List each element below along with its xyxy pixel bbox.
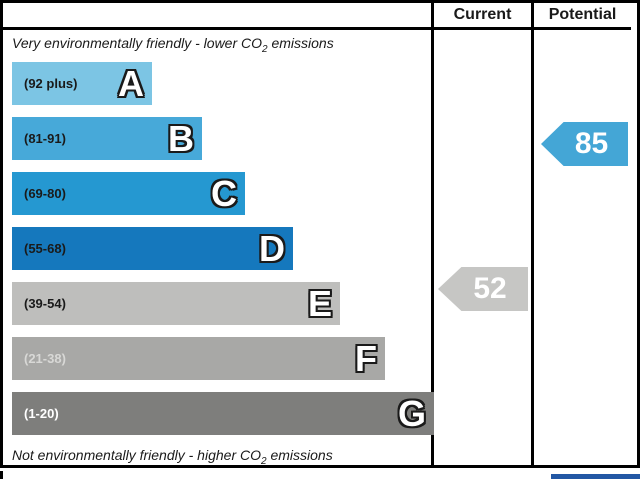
potential-rating-arrow: 85 xyxy=(541,122,628,166)
band-letter: D xyxy=(259,227,285,269)
band-row: (39-54) E xyxy=(12,281,431,325)
top-note-text: Very environmentally friendly - lower CO xyxy=(12,35,263,51)
header-spacer-cell xyxy=(3,3,434,30)
band-row: (69-80) C xyxy=(12,171,431,215)
top-note: Very environmentally friendly - lower CO… xyxy=(3,35,431,55)
top-note-suffix: emissions xyxy=(267,35,334,51)
band-bar: (1-20) G xyxy=(12,391,434,435)
bottom-note-text: Not environmentally friendly - higher CO xyxy=(12,446,261,463)
band-bar: (69-80) C xyxy=(12,171,245,215)
eu-flag-box-partial xyxy=(551,474,640,479)
band-bar: (81-91) B xyxy=(12,116,202,160)
band-range-label: (81-91) xyxy=(24,130,66,146)
bottom-note: Not environmentally friendly - higher CO… xyxy=(3,447,431,467)
bottom-note-subscript: 2 xyxy=(261,455,267,467)
current-cell: 52 xyxy=(434,30,534,467)
band-row: (81-91) B xyxy=(12,116,431,160)
band-row: (21-38) F xyxy=(12,336,431,380)
band-letter: A xyxy=(118,62,144,104)
band-letter: C xyxy=(211,172,237,214)
top-note-subscript: 2 xyxy=(262,43,268,55)
potential-cell: 85 xyxy=(534,30,631,467)
band-range-label: (92 plus) xyxy=(24,75,78,91)
band-letter: G xyxy=(397,392,426,434)
band-row: (1-20) G xyxy=(12,391,434,435)
band-range-label: (21-38) xyxy=(24,350,66,366)
band-bar: (39-54) E xyxy=(12,281,340,325)
column-header-current: Current xyxy=(434,3,534,30)
next-row-partial xyxy=(0,468,640,479)
bottom-note-suffix: emissions xyxy=(266,446,333,463)
band-list: (92 plus) A (81-91) B (69-80) C (55-68) … xyxy=(3,61,434,435)
band-range-label: (69-80) xyxy=(24,185,66,201)
column-header-potential: Potential xyxy=(534,3,631,30)
table-border-stub xyxy=(0,471,3,479)
rating-table: Current Potential Very environmentally f… xyxy=(0,0,640,468)
band-bar: (21-38) F xyxy=(12,336,385,380)
band-range-label: (39-54) xyxy=(24,295,66,311)
band-letter: F xyxy=(355,337,377,379)
current-rating-value: 52 xyxy=(473,272,507,305)
bands-cell: Very environmentally friendly - lower CO… xyxy=(3,30,434,467)
band-row: (92 plus) A xyxy=(12,61,431,105)
band-bar: (92 plus) A xyxy=(12,61,152,105)
band-range-label: (1-20) xyxy=(24,405,59,421)
potential-rating-value: 85 xyxy=(574,127,609,160)
band-range-label: (55-68) xyxy=(24,240,66,256)
band-bar: (55-68) D xyxy=(12,226,293,270)
band-row: (55-68) D xyxy=(12,226,431,270)
current-rating-arrow: 52 xyxy=(438,267,528,311)
band-letter: B xyxy=(168,117,194,159)
band-letter: E xyxy=(307,282,332,324)
